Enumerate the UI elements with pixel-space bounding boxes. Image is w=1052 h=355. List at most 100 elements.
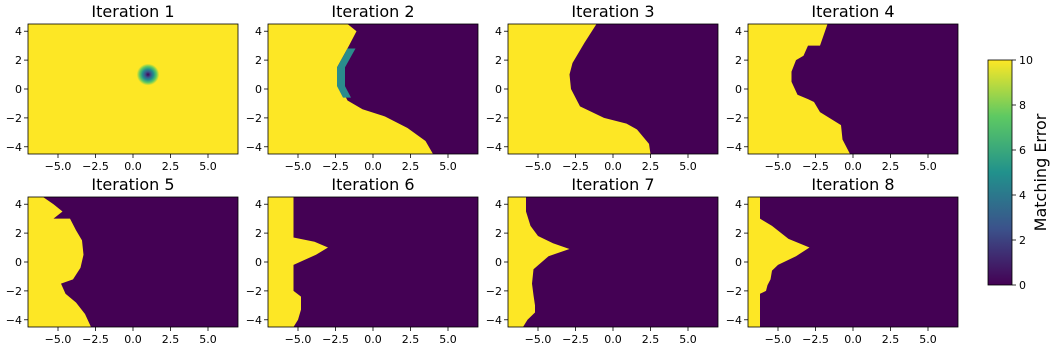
y-tick-label: −2 xyxy=(486,112,502,125)
x-tick-label: 2.5 xyxy=(642,333,660,346)
heatmap-area xyxy=(268,24,478,154)
y-tick-label: −4 xyxy=(246,314,262,327)
x-tick-label: −2.5 xyxy=(562,160,589,173)
y-tick-label: 4 xyxy=(255,198,262,211)
colorbar-tick-label: 10 xyxy=(1019,54,1033,67)
y-tick-label: 0 xyxy=(495,83,502,96)
error-minimum-blob xyxy=(136,63,160,86)
y-tick-label: −2 xyxy=(246,285,262,298)
y-tick-label: −4 xyxy=(726,314,742,327)
x-tick-label: −2.5 xyxy=(802,333,829,346)
panel-2: Iteration 2 −5.0 −2.5 0.0 2.5 5.0 4 2 0 −2 −4 xyxy=(246,2,479,173)
y-tick-label: 2 xyxy=(495,54,502,67)
x-tick-label: 5.0 xyxy=(439,333,457,346)
x-tick-label: 2.5 xyxy=(882,333,900,346)
heatmap-area xyxy=(508,24,718,154)
x-tick-label: 0.0 xyxy=(124,333,142,346)
y-tick-label: 4 xyxy=(495,198,502,211)
x-tick-label: 0.0 xyxy=(364,160,382,173)
transition-band xyxy=(337,48,356,98)
y-tick-label: 0 xyxy=(495,256,502,269)
x-tick-label: −2.5 xyxy=(82,160,109,173)
x-tick-label: −5.0 xyxy=(765,333,792,346)
x-tick-label: 0.0 xyxy=(844,160,862,173)
y-tick-label: 4 xyxy=(15,25,22,38)
x-tick-label: 5.0 xyxy=(919,333,937,346)
y-tick-label: 2 xyxy=(15,227,22,240)
low-error-region xyxy=(293,197,478,327)
low-error-region xyxy=(760,197,958,327)
x-tick-label: −2.5 xyxy=(322,333,349,346)
heatmap-area xyxy=(28,197,238,327)
panel-5: Iteration 5 −5.0 −2.5 0.0 2.5 5.0 4 2 0 −2 −4 xyxy=(6,175,239,346)
y-tick-label: −2 xyxy=(6,285,22,298)
y-tick-label: −2 xyxy=(486,285,502,298)
x-tick-label: −5.0 xyxy=(285,333,312,346)
panel-title: Iteration 5 xyxy=(91,175,174,194)
heatmap-area xyxy=(508,197,718,327)
background-region xyxy=(28,24,238,154)
x-tick-label: −5.0 xyxy=(45,333,72,346)
x-tick-label: −2.5 xyxy=(562,333,589,346)
low-error-region xyxy=(337,24,478,154)
x-tick-label: 5.0 xyxy=(679,333,697,346)
y-tick-label: −4 xyxy=(6,314,22,327)
x-tick-label: −5.0 xyxy=(45,160,72,173)
x-tick-label: 0.0 xyxy=(844,333,862,346)
y-tick-label: 4 xyxy=(735,25,742,38)
y-tick-label: 2 xyxy=(735,54,742,67)
x-tick-label: 2.5 xyxy=(642,160,660,173)
colorbar-tick-label: 8 xyxy=(1019,99,1026,112)
colorbar-tick-label: 0 xyxy=(1019,279,1026,292)
panel-1: Iteration 1 −5.0 −2.5 0.0 2.5 5.0 4 2 0 −2 −4 xyxy=(6,2,239,173)
panel-7: Iteration 7 −5.0 −2.5 0.0 2.5 5.0 4 2 0 −2 −4 xyxy=(486,175,719,346)
y-tick-label: 2 xyxy=(255,54,262,67)
x-tick-label: 5.0 xyxy=(919,160,937,173)
y-tick-label: 0 xyxy=(735,256,742,269)
y-tick-label: −4 xyxy=(726,141,742,154)
y-tick-label: 4 xyxy=(495,25,502,38)
low-error-region xyxy=(569,24,718,154)
y-tick-label: 4 xyxy=(735,198,742,211)
x-tick-label: −2.5 xyxy=(322,160,349,173)
y-tick-label: 2 xyxy=(255,227,262,240)
colorbar-tick-label: 4 xyxy=(1019,189,1026,202)
y-tick-label: −2 xyxy=(726,112,742,125)
colorbar-tick-label: 2 xyxy=(1019,234,1026,247)
colorbar: 10 8 6 4 2 0 Matching Error xyxy=(987,54,1050,292)
panel-8: Iteration 8 −5.0 −2.5 0.0 2.5 5.0 4 2 0 −2 −4 xyxy=(726,175,959,346)
x-tick-label: 2.5 xyxy=(162,160,180,173)
panel-title: Iteration 8 xyxy=(811,175,894,194)
panels-group: Iteration 1 −5.0 −2.5 0.0 2.5 5.0 4 2 0 −2 −4 Itera… xyxy=(6,2,959,346)
y-tick-label: −2 xyxy=(726,285,742,298)
low-error-region xyxy=(43,197,238,327)
y-tick-label: 0 xyxy=(255,256,262,269)
colorbar-gradient xyxy=(987,59,1013,286)
colorbar-tick-label: 6 xyxy=(1019,144,1026,157)
x-tick-label: 2.5 xyxy=(402,333,420,346)
x-tick-label: 0.0 xyxy=(124,160,142,173)
y-tick-label: −4 xyxy=(246,141,262,154)
panel-title: Iteration 1 xyxy=(91,2,174,21)
x-tick-label: −5.0 xyxy=(525,333,552,346)
x-tick-label: 2.5 xyxy=(402,160,420,173)
y-tick-label: −2 xyxy=(6,112,22,125)
x-tick-label: −5.0 xyxy=(525,160,552,173)
x-tick-label: 0.0 xyxy=(604,160,622,173)
y-tick-label: −4 xyxy=(6,141,22,154)
y-tick-label: −4 xyxy=(486,141,502,154)
panel-6: Iteration 6 −5.0 −2.5 0.0 2.5 5.0 4 2 0 −2 −4 xyxy=(246,175,479,346)
heatmap-area xyxy=(748,197,958,327)
y-tick-label: 0 xyxy=(15,83,22,96)
x-tick-label: −5.0 xyxy=(285,160,312,173)
panel-title: Iteration 2 xyxy=(331,2,414,21)
y-tick-label: 2 xyxy=(495,227,502,240)
heatmap-area xyxy=(748,24,958,154)
panel-4: Iteration 4 −5.0 −2.5 0.0 2.5 5.0 4 2 0 −2 −4 xyxy=(726,2,959,173)
heatmap-area xyxy=(28,24,238,154)
x-tick-label: −2.5 xyxy=(82,333,109,346)
low-error-region xyxy=(523,197,718,327)
x-tick-label: 5.0 xyxy=(199,160,217,173)
x-tick-label: −2.5 xyxy=(802,160,829,173)
